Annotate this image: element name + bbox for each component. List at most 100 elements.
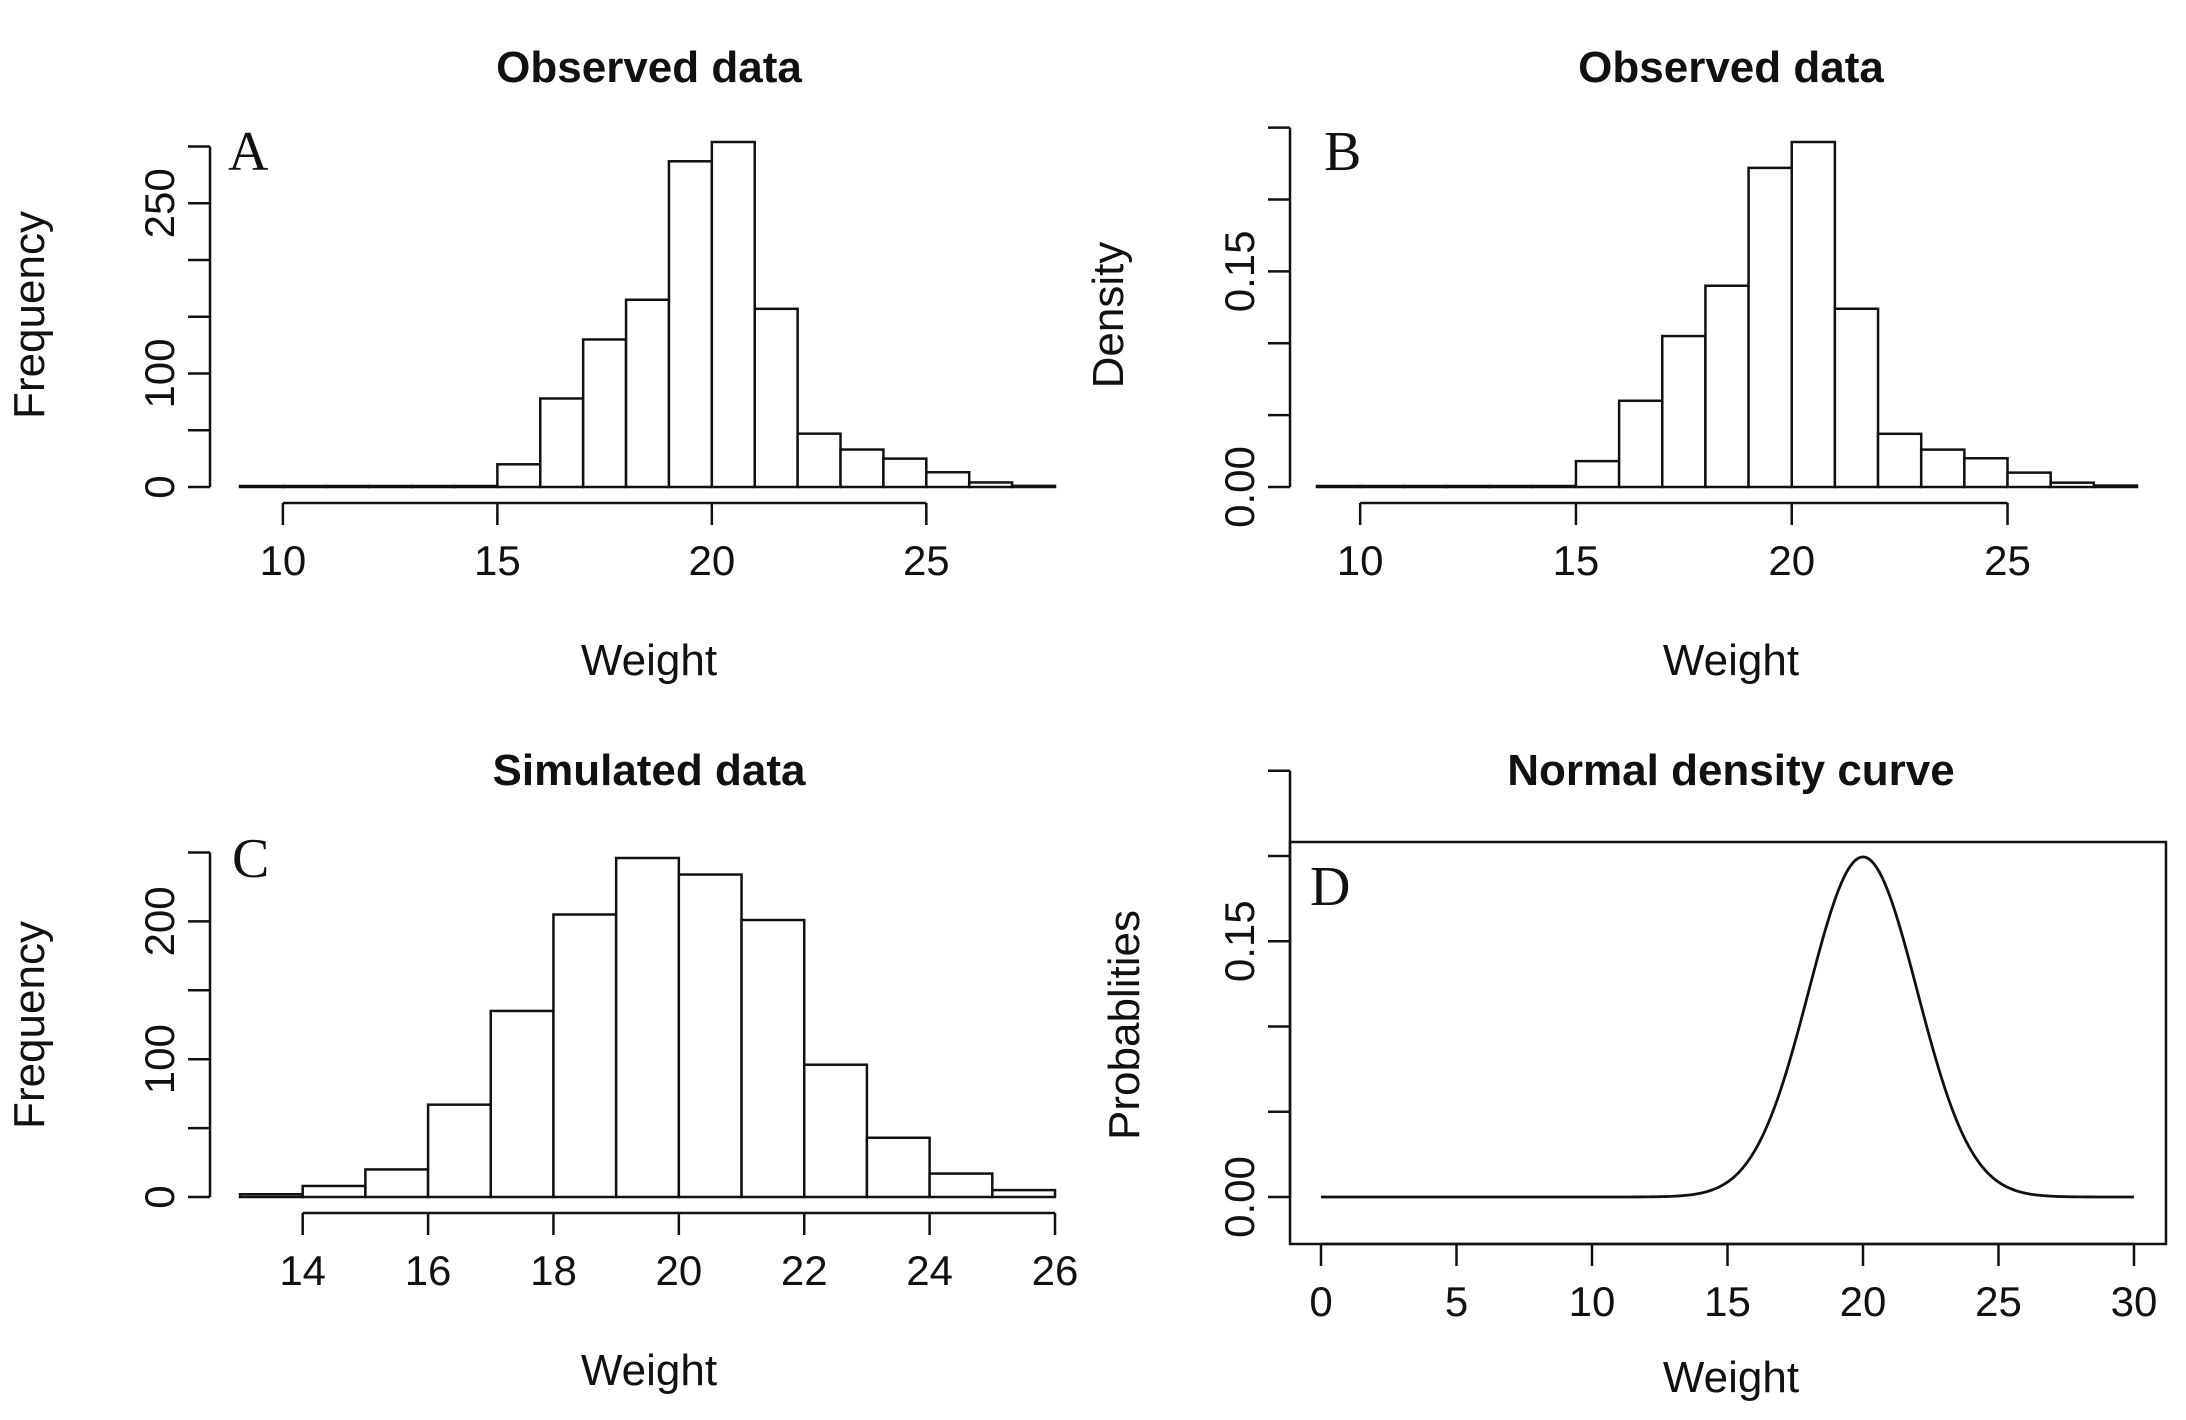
histogram-bar [1919,448,1966,489]
y-axis-label: Probablities [1100,910,1149,1140]
histogram-bar [1315,484,1362,489]
histogram-bar [324,484,370,489]
panel-letter: B [1324,121,1361,183]
histogram-bar [1574,459,1621,489]
histogram-bar [489,1009,555,1199]
y-tick-label: 200 [136,886,183,956]
panel-letter: D [1310,856,1350,918]
chart-title: Observed data [496,43,802,92]
x-tick-label: 16 [405,1247,452,1294]
x-tick-label: 20 [1768,537,1815,584]
x-axis-label: Weight [581,1346,717,1395]
y-tick-label: 0 [136,475,183,498]
x-tick-label: 5 [1445,1278,1468,1325]
x-tick-label: 30 [2111,1278,2158,1325]
x-tick-label: 15 [1704,1278,1751,1325]
histogram-bar [1617,399,1664,489]
chart-title: Normal density curve [1507,746,1955,795]
chart-title: Simulated data [493,746,806,795]
histogram-bar [410,484,456,489]
x-tick-label: 15 [474,537,521,584]
x-tick-label: 14 [279,1247,326,1294]
bars [1315,140,2139,489]
panel-C: Simulated data C 0 100 200 14 16 18 20 22 24 26 Weig… [5,746,1078,1395]
x-tick-label: 25 [903,537,950,584]
histogram-bar [364,1168,430,1199]
histogram-bar [1358,484,1405,489]
histogram-bar [882,457,928,489]
x-tick-label: 22 [781,1247,828,1294]
histogram-bar [281,484,328,489]
histogram-bar [2049,481,2096,489]
y-tick-label: 0 [136,1185,183,1208]
y-tick-label: 250 [136,168,183,238]
y-axis-label: Frequency [5,921,54,1129]
histogram-bar [1010,484,1057,489]
histogram-bar [301,1184,367,1199]
x-tick-label: 20 [655,1247,702,1294]
histogram-bar [238,1192,304,1199]
panel-A: Observed data A 0 100 250 10 15 20 25 Weight Frequ… [5,43,1057,685]
histogram-bar [624,298,671,489]
histogram-bar [614,856,681,1199]
histogram-bar [925,470,971,489]
x-tick-label: 10 [260,537,307,584]
x-tick-label: 18 [530,1247,577,1294]
histogram-bar [1963,457,2009,489]
x-tick-label: 25 [1975,1278,2022,1325]
y-axis-label: Frequency [5,211,54,419]
histogram-bar [1833,307,1880,489]
y-tick-label: 100 [136,338,183,408]
histogram-bar [581,338,628,489]
histogram-bar [238,484,285,489]
panel-letter: C [232,828,269,890]
histogram-bar [539,397,585,489]
y-tick-label: 100 [136,1024,183,1094]
x-tick-label: 15 [1553,537,1600,584]
histogram-bar [1488,484,1535,489]
histogram-bar [453,484,499,489]
histogram-bar [2092,484,2139,489]
histogram-bar [1704,284,1750,489]
x-tick-label: 20 [1840,1278,1887,1325]
chart-title: Observed data [1578,43,1884,92]
bars [238,856,1057,1199]
histogram-bar [426,1103,493,1199]
histogram-bar [667,160,714,489]
x-tick-label: 10 [1569,1278,1616,1325]
y-tick-label: 0.00 [1216,1156,1263,1238]
histogram-bar [991,1188,1057,1199]
histogram-bar [1661,334,1707,489]
density-curve [1321,855,2134,1199]
x-tick-label: 0 [1309,1278,1332,1325]
y-tick-label: 0.15 [1216,900,1263,982]
histogram-bar [753,307,799,489]
histogram-bar [1790,140,1837,489]
x-tick-label: 10 [1337,537,1384,584]
x-axis-label: Weight [581,636,717,685]
x-axis-label: Weight [1663,1353,1799,1402]
histogram-bar [967,481,1014,489]
histogram-bar [367,484,413,489]
histogram-bar [740,918,806,1199]
y-tick-label: 0.15 [1216,231,1263,313]
panel-letter: A [228,121,269,183]
x-axis-label: Weight [1663,636,1799,685]
histogram-bar [1531,484,1578,489]
histogram-bar [2006,471,2052,489]
histogram-bar [865,1136,931,1199]
histogram-bar [552,913,618,1199]
x-tick-label: 25 [1984,537,2031,584]
histogram-bar [802,1063,869,1199]
histogram-bar [796,432,842,489]
histogram-bar [1445,484,1491,489]
panel-D: Normal density curve D 0.00 0.15 0 5 10 15 20 25 3… [1100,746,2168,1402]
bars [238,140,1057,489]
histogram-bar [928,1172,994,1199]
histogram-bar [1747,166,1793,489]
histogram-bar [496,463,542,489]
histogram-bar [839,448,885,489]
x-tick-label: 20 [688,537,735,584]
histogram-bar [677,873,743,1199]
